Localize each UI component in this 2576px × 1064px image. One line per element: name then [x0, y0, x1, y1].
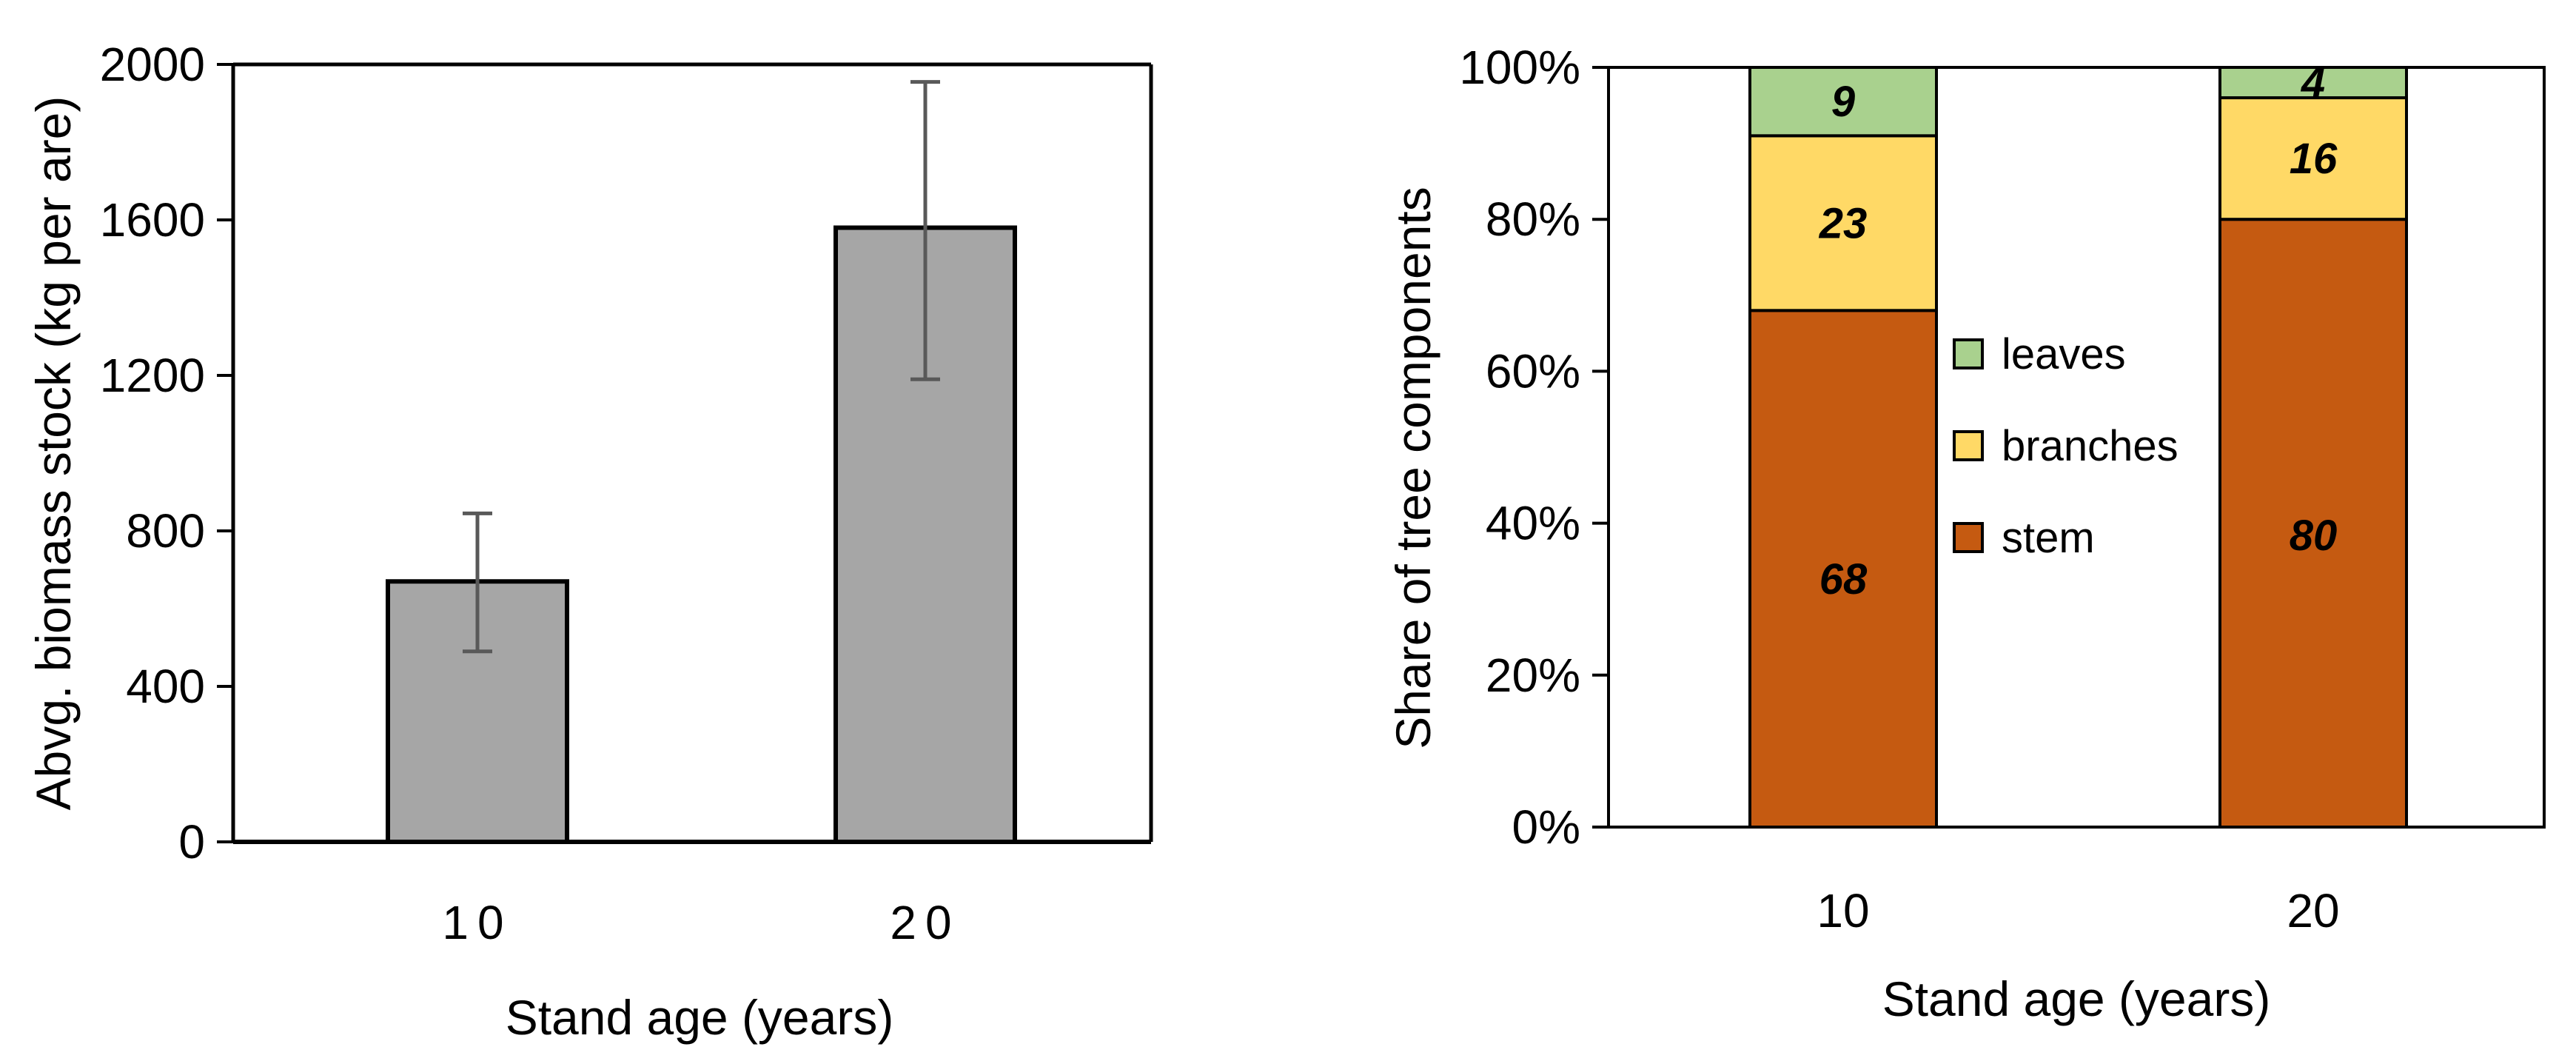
y-axis-label: Abvg. biomass stock (kg per are): [26, 96, 81, 811]
legend-label-branches: branches: [2002, 422, 2178, 470]
data-label-stem: 80: [2290, 512, 2338, 560]
x-tick-label: 20: [2287, 884, 2339, 937]
plot-frame: [1607, 66, 2546, 829]
y-tick-label: 40%: [1486, 497, 1580, 550]
data-label-leaves: 9: [1831, 78, 1855, 126]
legend-swatch-stem: [1953, 522, 1984, 553]
x-tick-label: 10: [1817, 884, 1869, 937]
y-tick-label: 1200: [100, 349, 205, 402]
x-axis-label: Stand age (years): [1882, 971, 2271, 1026]
y-tick-label: 20%: [1486, 649, 1580, 702]
y-tick-label: 0: [178, 815, 205, 869]
y-tick-label: 80%: [1486, 193, 1580, 246]
data-label-stem: 68: [1819, 555, 1868, 603]
biomass-stock-chart: 0 400 800 1200 1600 2000 10 20 Stand age (years)…: [26, 38, 1153, 1045]
bar-segment-leaves: [1748, 66, 1938, 138]
y-tick-label: 400: [126, 660, 205, 713]
data-label-branches: 16: [2290, 135, 2338, 183]
y-tick-label: 60%: [1486, 344, 1580, 398]
bar-segment-stem: [1748, 309, 1938, 829]
bar-segment-stem: [2218, 218, 2408, 829]
legend-label-stem: stem: [2002, 514, 2095, 562]
y-tick-label: 2000: [100, 38, 205, 91]
x-tick-label: 10: [442, 896, 512, 949]
bar-segment-branches: [2218, 96, 2408, 221]
x-axis-label: Stand age (years): [506, 990, 894, 1045]
legend-swatch-leaves: [1953, 338, 1984, 369]
legend-swatch-branches: [1953, 430, 1984, 461]
legend-label-leaves: leaves: [2002, 330, 2126, 378]
data-label-leaves: 4: [2301, 59, 2325, 107]
x-tick-label: 20: [890, 896, 960, 949]
y-tick-label: 800: [126, 504, 205, 558]
y-tick-label: 100%: [1459, 41, 1580, 94]
data-label-branches: 23: [1819, 199, 1868, 247]
tree-components-chart: 0% 20% 40% 60% 80% 100% 68 23 9 10 80 16 4 20 leaves br…: [1386, 41, 2546, 1026]
y-tick-label: 1600: [100, 193, 205, 247]
bar-segment-branches: [1748, 134, 1938, 312]
y-axis-label: Share of tree components: [1386, 187, 1440, 749]
bar-segment-leaves: [2218, 66, 2408, 100]
y-tick-label: 0%: [1512, 800, 1581, 854]
